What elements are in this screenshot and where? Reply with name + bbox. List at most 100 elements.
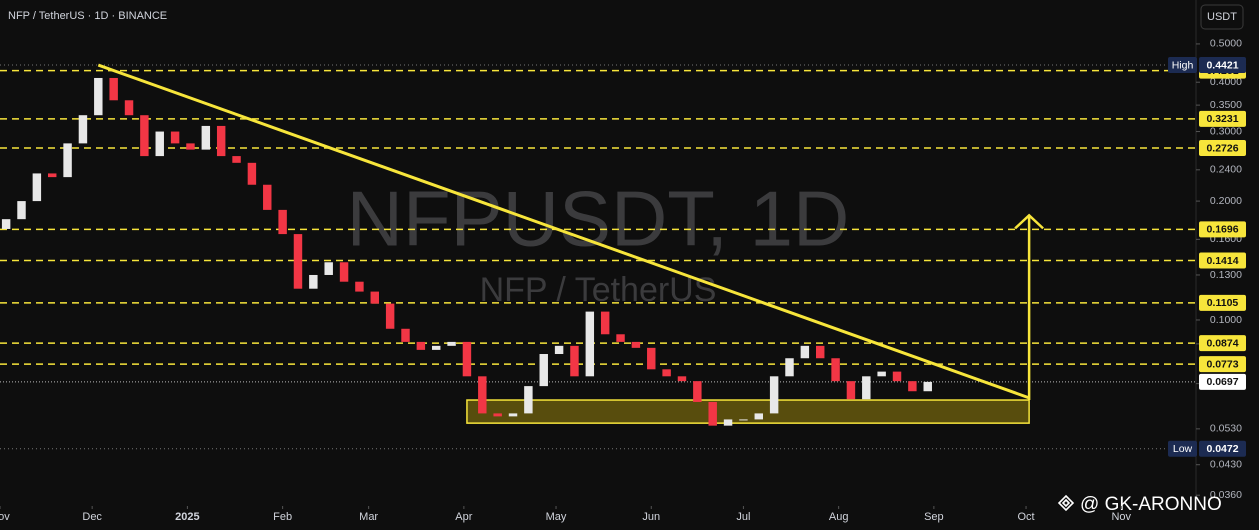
support-zone — [466, 399, 1030, 424]
x-tick-label: Oct — [1017, 511, 1034, 523]
candle-body — [155, 131, 164, 157]
author: @ GK-ARONNO — [1080, 494, 1222, 515]
candle-body — [677, 376, 687, 382]
y-tick-label: 0.1300 — [1210, 269, 1242, 281]
candle-body — [585, 311, 595, 377]
candle-body — [739, 419, 748, 421]
target-arrow — [1014, 213, 1044, 401]
candle-body — [309, 274, 318, 289]
level-label: 0.1105 — [1207, 297, 1239, 309]
candle-body — [647, 347, 656, 370]
x-tick-label: Jul — [736, 511, 750, 523]
x-tick-label: Apr — [455, 511, 472, 523]
candle-body — [293, 234, 303, 289]
last-price-label: 0.0697 — [1206, 376, 1238, 388]
candle-body — [800, 345, 810, 359]
candle-body — [324, 262, 333, 275]
level-label: 0.3231 — [1206, 113, 1238, 125]
last-price-box — [1199, 373, 1246, 390]
candle-body — [124, 100, 134, 116]
level-box — [1199, 139, 1246, 156]
level-box — [1199, 221, 1246, 238]
candle-body — [570, 345, 579, 377]
y-tick-label: 0.3000 — [1210, 125, 1242, 137]
candle-body — [78, 115, 88, 144]
level-label: 0.0874 — [1206, 337, 1238, 349]
candle-body — [908, 381, 917, 392]
candle-body — [708, 401, 717, 426]
y-tick-label: 0.2400 — [1210, 164, 1242, 176]
candle-body — [247, 162, 257, 185]
candle-body — [401, 328, 410, 342]
candle-body — [693, 381, 702, 402]
candle-body — [140, 115, 149, 157]
candle-body — [385, 303, 395, 329]
author-logo — [1057, 494, 1075, 512]
candle-body — [923, 381, 932, 392]
price-scale: 0.5000 0.4000 0.3500 0.3000 0.2400 0.2000 0.16… — [1168, 38, 1246, 501]
candle-body — [862, 376, 871, 400]
x-tick-label: Sep — [924, 511, 944, 523]
trendline — [97, 63, 1030, 400]
level-box — [1199, 335, 1246, 352]
level-box — [1199, 294, 1246, 311]
candle-body — [478, 376, 487, 414]
y-tick-label: 0.0430 — [1210, 459, 1242, 471]
currency-button[interactable] — [1200, 4, 1244, 30]
candle-body — [278, 209, 287, 235]
x-tick-label: Feb — [273, 511, 292, 523]
candle-body — [662, 369, 671, 377]
low-tag-box — [1168, 440, 1197, 457]
y-tick-label: 0.0360 — [1210, 489, 1242, 501]
candle-body — [447, 341, 456, 346]
level-label: 0.1696 — [1206, 224, 1238, 236]
low-tag: Low — [1173, 443, 1193, 455]
level-label: 0.1414 — [1206, 255, 1238, 267]
candle-body — [462, 341, 472, 377]
candle-body — [493, 413, 502, 417]
candle-body — [170, 131, 180, 144]
candle-body — [355, 281, 364, 292]
candle-body — [431, 345, 441, 350]
y-tick-label: 0.0530 — [1210, 423, 1242, 435]
candle-body — [754, 413, 764, 420]
y-tick-label: 0.2000 — [1210, 195, 1242, 207]
candle-body — [524, 386, 533, 414]
candle-body — [769, 376, 779, 414]
candle-body — [47, 173, 57, 178]
candle-body — [416, 341, 426, 350]
candle-body — [94, 77, 103, 116]
candle-body — [554, 345, 564, 355]
level-box — [1199, 252, 1246, 269]
x-tick-label: Aug — [829, 511, 849, 523]
high-value-label: 0.4421 — [1206, 59, 1238, 71]
y-tick-label: 0.1000 — [1210, 314, 1242, 326]
candle-body — [216, 125, 226, 157]
candle-body — [631, 341, 641, 348]
candle-body — [339, 262, 349, 282]
candle-body — [723, 419, 733, 426]
candle-body — [17, 201, 26, 220]
x-tick-label: Nov — [0, 511, 10, 523]
currency-label: USDT — [1207, 11, 1237, 23]
candle-body — [1, 219, 11, 229]
y-tick-label: 0.5000 — [1210, 38, 1242, 50]
level-label: 0.2726 — [1206, 142, 1238, 154]
watermark: NFPUSDT, 1D NFP / TetherUS — [347, 175, 850, 309]
high-tag-box — [1168, 57, 1197, 74]
candle-body — [32, 173, 42, 202]
x-tick-label: Mar — [359, 511, 378, 523]
candle-body — [263, 184, 272, 210]
x-tick-label: Jun — [642, 511, 660, 523]
y-tick-label: 0.4000 — [1210, 76, 1242, 88]
low-value-label: 0.0472 — [1206, 443, 1238, 455]
candle-body — [539, 354, 548, 387]
watermark-ticker: NFPUSDT, 1D — [347, 175, 850, 263]
x-tick-label: Dec — [82, 511, 102, 523]
watermark-name: NFP / TetherUS — [480, 271, 717, 309]
plot-area — [0, 63, 1195, 450]
candle-body — [600, 311, 610, 335]
